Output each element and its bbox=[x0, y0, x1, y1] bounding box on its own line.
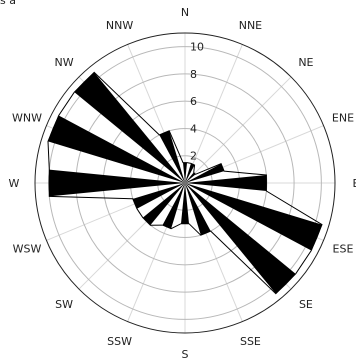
label-layer: N NNE NE ENE E ESE SE SSE S SSW SW WSW W WNW NW NNW 2 4 6 8… bbox=[9, 6, 356, 360]
corner-note: s a bbox=[0, 0, 16, 7]
direction-label-w: W bbox=[9, 177, 20, 190]
wedge-ene bbox=[185, 163, 225, 183]
direction-label-ne: NE bbox=[298, 56, 313, 69]
wedge-nne bbox=[185, 163, 195, 183]
radial-tick-8: 8 bbox=[190, 68, 197, 81]
wedge-e bbox=[185, 174, 267, 192]
direction-label-e: E bbox=[353, 177, 356, 190]
direction-label-ese: ESE bbox=[333, 242, 354, 255]
series-outline bbox=[47, 71, 323, 295]
radial-tick-4: 4 bbox=[190, 122, 197, 135]
direction-label-nnw: NNW bbox=[106, 19, 133, 32]
direction-label-sw: SW bbox=[55, 298, 73, 311]
wedge-layer bbox=[47, 72, 323, 294]
direction-label-se: SE bbox=[299, 298, 313, 311]
wedge-n bbox=[182, 162, 188, 183]
direction-label-wsw: WSW bbox=[13, 242, 42, 255]
wedge-wsw bbox=[132, 183, 185, 209]
wedge-wnw bbox=[47, 115, 185, 183]
wedge-sw bbox=[142, 183, 185, 226]
radial-tick-2: 2 bbox=[190, 150, 197, 163]
wedge-nnw bbox=[159, 130, 185, 183]
radial-tick-6: 6 bbox=[190, 95, 197, 108]
direction-label-wnw: WNW bbox=[12, 112, 42, 125]
wedge-nw bbox=[74, 72, 185, 183]
direction-label-nne: NNE bbox=[239, 19, 262, 32]
wedge-ese bbox=[185, 183, 323, 251]
wedge-ne bbox=[185, 172, 196, 183]
outer-ring bbox=[34, 32, 336, 334]
direction-label-sse: SSE bbox=[240, 335, 261, 348]
spoke-ne bbox=[184, 76, 292, 184]
direction-label-s: S bbox=[182, 348, 189, 360]
wedge-se bbox=[185, 183, 296, 294]
wedge-ssw bbox=[162, 183, 185, 229]
direction-label-n: N bbox=[181, 6, 189, 19]
direction-label-ene: ENE bbox=[332, 112, 354, 125]
direction-label-ssw: SSW bbox=[107, 335, 132, 348]
wedge-w bbox=[48, 169, 186, 197]
outline-layer bbox=[47, 71, 323, 295]
wedge-sse bbox=[185, 183, 211, 236]
direction-label-nw: NW bbox=[55, 56, 74, 69]
wedge-s bbox=[180, 183, 190, 224]
radial-tick-10: 10 bbox=[190, 41, 204, 54]
spoke-nne bbox=[184, 44, 243, 184]
